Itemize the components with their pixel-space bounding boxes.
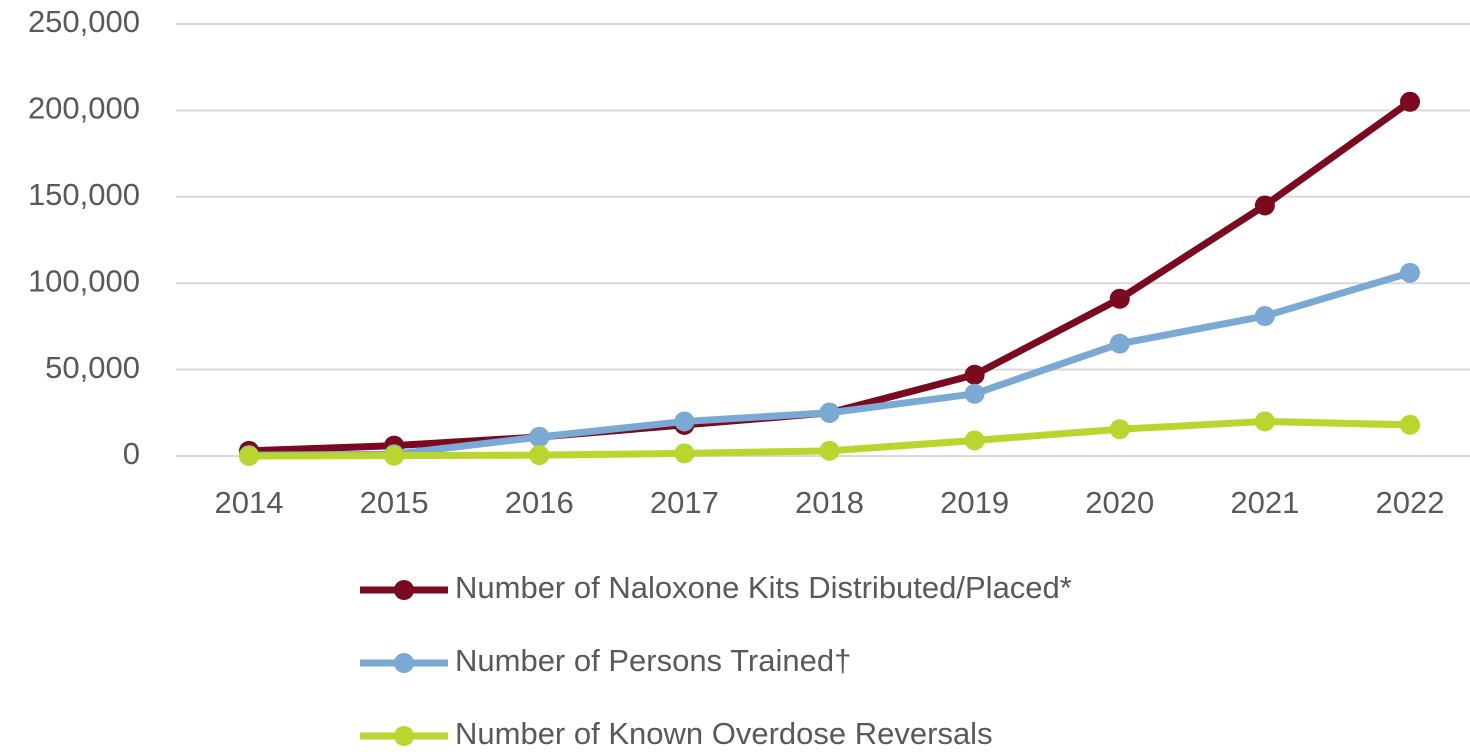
data-point	[819, 440, 840, 461]
data-point	[1109, 288, 1130, 309]
data-point	[1400, 414, 1420, 435]
data-point	[1109, 333, 1130, 354]
x-tick-label: 2020	[1085, 485, 1154, 520]
x-tick-label: 2016	[505, 485, 574, 520]
data-point	[964, 383, 985, 404]
x-tick-label: 2019	[940, 485, 1009, 520]
y-tick-label: 250,000	[28, 4, 140, 39]
data-point	[529, 426, 550, 447]
data-point	[1109, 419, 1130, 440]
x-tick-label: 2021	[1230, 485, 1299, 520]
data-point	[674, 443, 695, 464]
y-tick-label: 50,000	[45, 350, 140, 385]
x-tick-label: 2022	[1376, 485, 1445, 520]
data-point	[1400, 262, 1420, 283]
legend-marker	[394, 653, 414, 673]
data-point	[1400, 91, 1420, 112]
data-point	[674, 411, 695, 432]
legend-label: Number of Persons Trained†	[455, 643, 851, 678]
data-point	[384, 445, 405, 466]
series-line	[248, 269, 1411, 459]
legend-label: Number of Known Overdose Reversals	[455, 716, 993, 751]
legend-marker	[394, 580, 414, 600]
data-point	[1254, 195, 1275, 216]
x-tick-label: 2014	[215, 485, 284, 520]
data-point	[239, 446, 259, 466]
y-tick-label: 200,000	[28, 91, 140, 126]
x-tick-label: 2015	[360, 485, 429, 520]
x-tick-label: 2018	[795, 485, 864, 520]
y-tick-label: 150,000	[28, 177, 140, 212]
x-tick-label: 2017	[650, 485, 719, 520]
data-point	[964, 364, 985, 385]
y-tick-label: 0	[123, 436, 140, 471]
data-point	[819, 402, 840, 423]
data-point	[1254, 411, 1275, 432]
data-point	[1254, 306, 1275, 327]
y-tick-label: 100,000	[28, 263, 140, 298]
data-point	[529, 445, 550, 466]
legend-label: Number of Naloxone Kits Distributed/Plac…	[455, 570, 1072, 605]
data-point	[964, 430, 985, 451]
legend-marker	[394, 726, 414, 746]
series-line	[248, 98, 1413, 455]
